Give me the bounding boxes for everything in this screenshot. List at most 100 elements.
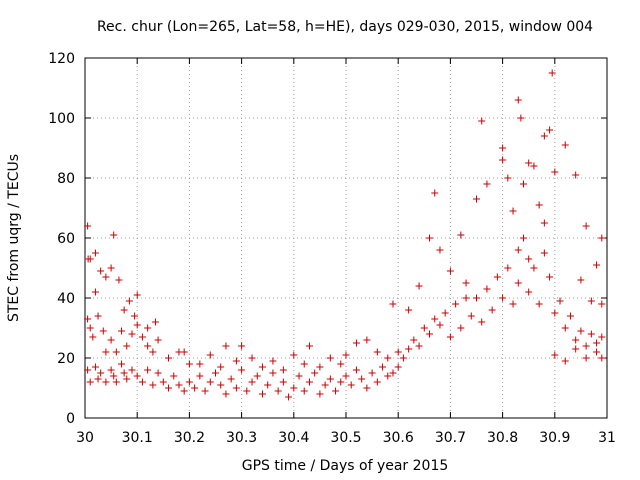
data-point bbox=[149, 348, 157, 356]
data-point bbox=[535, 300, 543, 308]
data-point bbox=[462, 294, 470, 302]
x-tick-label: 30.4 bbox=[278, 430, 309, 446]
x-axis-label: GPS time / Days of year 2015 bbox=[242, 458, 449, 474]
data-point bbox=[587, 297, 595, 305]
y-tick-label: 0 bbox=[66, 411, 75, 427]
data-point bbox=[415, 282, 423, 290]
data-point bbox=[582, 354, 590, 362]
data-point bbox=[149, 381, 157, 389]
data-point bbox=[405, 345, 413, 353]
data-point bbox=[170, 372, 178, 380]
data-point bbox=[525, 159, 533, 167]
y-tick-label: 40 bbox=[57, 291, 75, 307]
data-point bbox=[551, 351, 559, 359]
data-point bbox=[394, 363, 402, 371]
data-point bbox=[238, 366, 246, 374]
data-point bbox=[561, 141, 569, 149]
x-tick-label: 30.7 bbox=[435, 430, 466, 446]
data-point bbox=[530, 264, 538, 272]
data-point bbox=[115, 276, 123, 284]
data-point bbox=[107, 366, 115, 374]
data-point bbox=[86, 255, 94, 263]
data-point bbox=[94, 312, 102, 320]
data-point bbox=[258, 363, 266, 371]
data-point bbox=[483, 285, 491, 293]
data-point bbox=[285, 393, 293, 401]
data-point bbox=[509, 300, 517, 308]
data-point bbox=[478, 318, 486, 326]
data-point bbox=[290, 384, 298, 392]
data-point bbox=[279, 378, 287, 386]
data-point bbox=[499, 294, 507, 302]
data-point bbox=[102, 348, 110, 356]
data-point bbox=[131, 312, 139, 320]
data-point bbox=[123, 342, 131, 350]
data-point bbox=[125, 297, 133, 305]
data-point bbox=[399, 354, 407, 362]
data-point bbox=[431, 189, 439, 197]
data-point bbox=[457, 231, 465, 239]
data-point bbox=[91, 249, 99, 257]
data-point bbox=[514, 96, 522, 104]
data-point bbox=[352, 339, 360, 347]
chart-title: Rec. chur (Lon=265, Lat=58, h=HE), days … bbox=[97, 19, 593, 35]
data-point bbox=[342, 351, 350, 359]
data-point bbox=[546, 273, 554, 281]
data-point bbox=[253, 372, 261, 380]
data-point bbox=[342, 372, 350, 380]
data-point bbox=[457, 324, 465, 332]
data-point bbox=[436, 246, 444, 254]
data-point bbox=[410, 336, 418, 344]
data-point bbox=[185, 360, 193, 368]
data-point bbox=[118, 327, 126, 335]
data-point bbox=[394, 348, 402, 356]
data-point bbox=[316, 390, 324, 398]
data-point bbox=[598, 300, 606, 308]
data-point bbox=[206, 378, 214, 386]
data-point bbox=[295, 372, 303, 380]
data-point bbox=[175, 381, 183, 389]
data-point bbox=[232, 357, 240, 365]
grid-lines bbox=[85, 58, 607, 418]
data-points bbox=[84, 69, 606, 401]
data-point bbox=[420, 324, 428, 332]
data-point bbox=[426, 234, 434, 242]
data-point bbox=[561, 324, 569, 332]
data-point bbox=[206, 351, 214, 359]
data-point bbox=[212, 369, 219, 377]
data-point bbox=[321, 381, 329, 389]
data-point bbox=[300, 360, 308, 368]
x-tick-label: 31 bbox=[598, 430, 616, 446]
data-point bbox=[112, 378, 120, 386]
data-point bbox=[110, 372, 118, 380]
data-point bbox=[415, 342, 423, 350]
data-point bbox=[358, 375, 366, 383]
data-point bbox=[467, 312, 475, 320]
data-point bbox=[525, 288, 533, 296]
y-tick-label: 120 bbox=[48, 51, 75, 67]
data-point bbox=[587, 330, 595, 338]
data-point bbox=[326, 354, 334, 362]
data-point bbox=[493, 273, 501, 281]
data-point bbox=[363, 336, 371, 344]
data-point bbox=[305, 342, 313, 350]
data-point bbox=[441, 309, 449, 317]
data-point bbox=[290, 351, 298, 359]
data-point bbox=[519, 234, 527, 242]
data-point bbox=[94, 375, 102, 383]
x-tick-label: 30.6 bbox=[383, 430, 414, 446]
data-point bbox=[264, 381, 272, 389]
data-point bbox=[572, 171, 580, 179]
data-point bbox=[473, 294, 480, 302]
data-point bbox=[99, 327, 107, 335]
data-point bbox=[363, 384, 371, 392]
data-point bbox=[102, 273, 110, 281]
data-point bbox=[452, 300, 460, 308]
data-point bbox=[316, 363, 324, 371]
data-point bbox=[577, 327, 585, 335]
data-point bbox=[86, 324, 94, 332]
data-point bbox=[337, 378, 345, 386]
data-point bbox=[462, 279, 470, 287]
data-point bbox=[201, 387, 209, 395]
data-point bbox=[84, 315, 92, 323]
